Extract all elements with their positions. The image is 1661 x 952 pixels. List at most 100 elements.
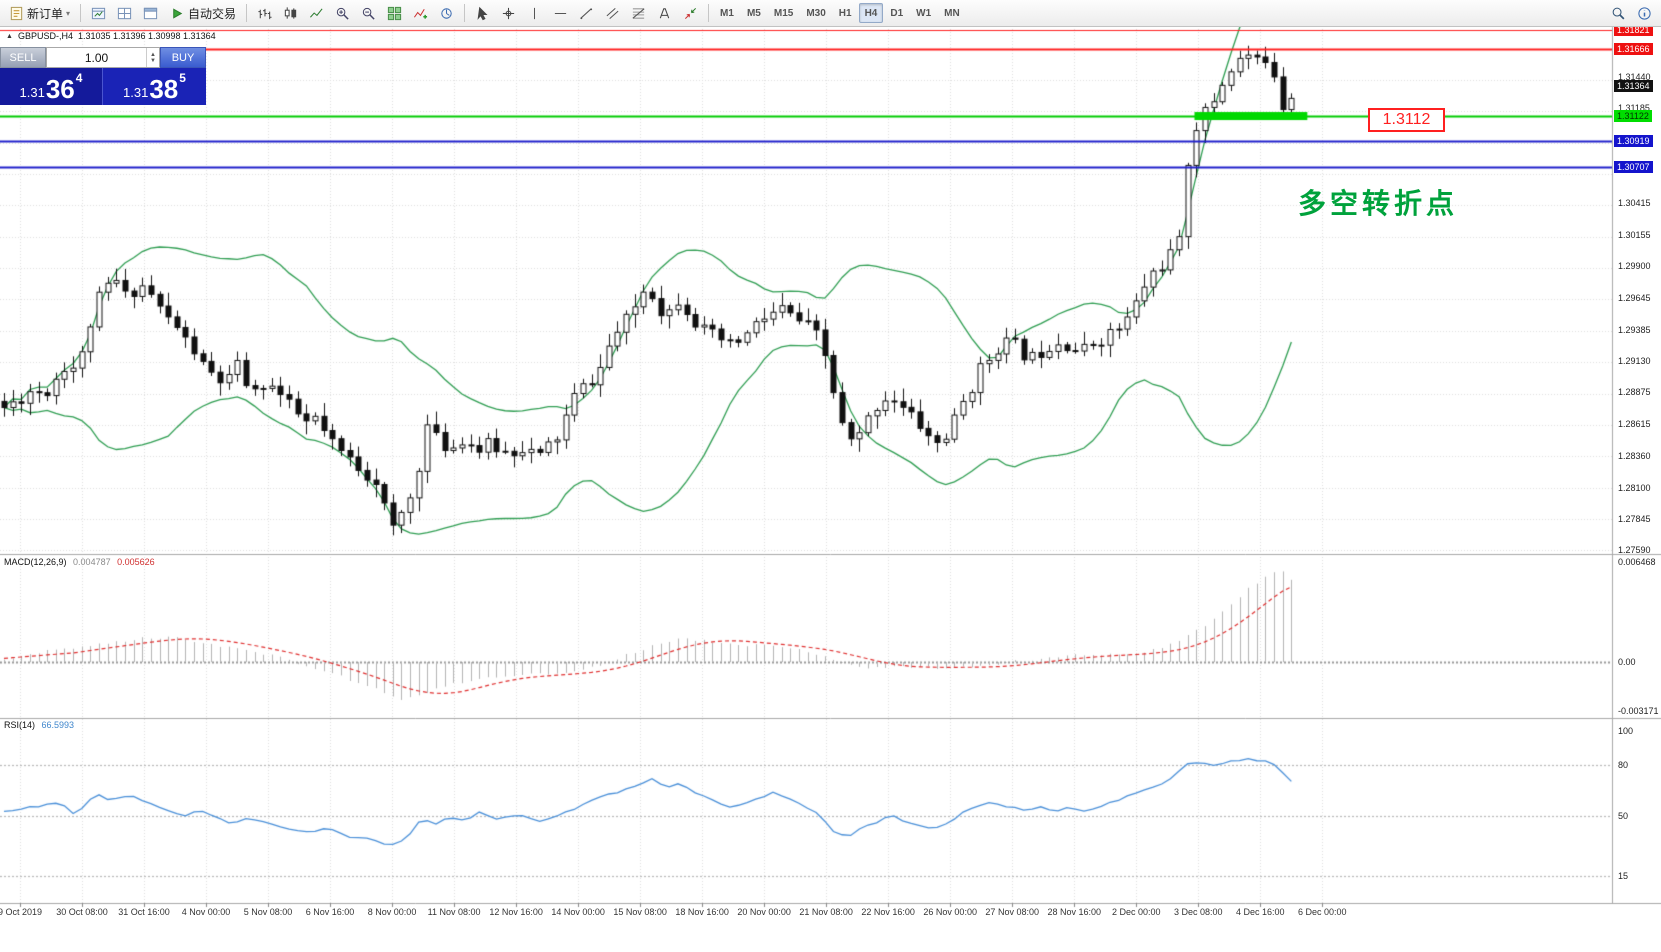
toolbar-separator bbox=[246, 4, 248, 22]
macd-axis-label: -0.003171 bbox=[1618, 706, 1659, 717]
rsi-label: RSI(14) 66.5993 bbox=[4, 720, 74, 730]
lot-size-value[interactable]: 1.00 bbox=[84, 50, 109, 65]
price-tick-label: 1.31185 bbox=[1618, 103, 1650, 114]
timeframe-d1[interactable]: D1 bbox=[890, 7, 904, 19]
price-tick-label: 1.28875 bbox=[1618, 387, 1651, 398]
price-tick-label: 1.28100 bbox=[1618, 482, 1651, 493]
new-chart-icon[interactable] bbox=[86, 2, 111, 24]
macd-axis-label: 0.00 bbox=[1618, 657, 1636, 668]
time-axis-label: 18 Nov 16:00 bbox=[675, 907, 729, 917]
time-axis-label: 4 Dec 16:00 bbox=[1235, 907, 1285, 917]
price-line-label: 1.31122 bbox=[1614, 110, 1652, 123]
timeframe-m5[interactable]: M5 bbox=[746, 7, 761, 19]
timeframe-h4[interactable]: H4 bbox=[858, 3, 884, 23]
lot-size-field[interactable]: 1.00 ▲ ▼ bbox=[46, 47, 160, 68]
arrows-icon[interactable] bbox=[678, 2, 703, 24]
new-order-label: 新订单 bbox=[27, 6, 64, 21]
time-axis[interactable]: 9 Oct 2019 30 Oct 08:00 31 Oct 16:00 4 Nov … bbox=[0, 903, 1661, 921]
time-axis-label: 3 Dec 08:00 bbox=[1173, 907, 1223, 917]
line-chart-icon[interactable] bbox=[304, 2, 329, 24]
sell-price-pips: 36 bbox=[45, 74, 75, 104]
toolbar-separator bbox=[464, 4, 466, 22]
timeframe-m30[interactable]: M30 bbox=[806, 7, 826, 19]
one-click-trading-panel: SELL 1.00 ▲ ▼ BUY 1.31 36 4 1.31 38 5 bbox=[0, 47, 206, 105]
rsi-axis-label: 100 bbox=[1618, 726, 1634, 736]
lot-increase-icon[interactable]: ▲ bbox=[150, 51, 156, 58]
rsi-axis-label: 15 bbox=[1618, 870, 1629, 881]
bar-chart-icon[interactable] bbox=[252, 2, 277, 24]
profiles-icon[interactable] bbox=[112, 2, 137, 24]
price-axis[interactable]: 1.31440 1.31185 1.30415 1.30155 1.29900 1.296… bbox=[1613, 24, 1661, 920]
zoom-out-icon[interactable] bbox=[356, 2, 381, 24]
price-callout-box[interactable]: 1.3112 bbox=[1368, 108, 1445, 132]
autotrade-label: 自动交易 bbox=[188, 6, 237, 21]
sell-price-display[interactable]: 1.31 36 4 bbox=[0, 68, 103, 105]
toolbar-separator bbox=[80, 4, 82, 22]
zoom-in-icon[interactable] bbox=[330, 2, 355, 24]
buy-price-pipette: 5 bbox=[179, 71, 186, 85]
candlestick-chart-icon[interactable] bbox=[278, 2, 303, 24]
fibonacci-icon[interactable] bbox=[626, 2, 651, 24]
macd-main-value: 0.004787 bbox=[73, 557, 111, 567]
about-icon[interactable] bbox=[1632, 2, 1657, 24]
price-line-label: 1.31364 bbox=[1614, 80, 1653, 93]
time-axis-label: 11 Nov 08:00 bbox=[427, 907, 481, 917]
macd-name: MACD(12,26,9) bbox=[4, 557, 67, 567]
time-axis-label: 9 Oct 2019 bbox=[0, 907, 42, 917]
text-icon[interactable] bbox=[652, 2, 677, 24]
autotrade-icon bbox=[170, 6, 185, 21]
new-order-button[interactable]: 新订单 ▾ bbox=[4, 2, 75, 24]
timeframe-w1[interactable]: W1 bbox=[916, 7, 932, 19]
price-line-label: 1.30919 bbox=[1614, 135, 1653, 147]
buy-button[interactable]: BUY bbox=[160, 47, 206, 68]
time-axis-label: 4 Nov 00:00 bbox=[181, 907, 231, 917]
rsi-axis-label: 80 bbox=[1618, 760, 1629, 770]
rsi-axis-label: 50 bbox=[1618, 811, 1629, 821]
time-axis-label: 31 Oct 16:00 bbox=[118, 907, 170, 917]
timeframe-m1[interactable]: M1 bbox=[720, 7, 734, 19]
symbol-ohlc: 1.31035 1.31396 1.30998 1.31364 bbox=[77, 31, 216, 41]
toolbar: 新订单 ▾ 自动交易 M1 M5 M15 M30 H1 H4 D1 W1 MN bbox=[0, 0, 1661, 27]
chart-annotation-text[interactable]: 多空转折点 bbox=[1298, 187, 1459, 220]
rsi-value: 66.5993 bbox=[41, 720, 75, 730]
time-axis-label: 5 Nov 08:00 bbox=[243, 907, 293, 917]
equidistant-channel-icon[interactable] bbox=[600, 2, 625, 24]
rsi-name: RSI(14) bbox=[4, 720, 36, 730]
price-line-label: 1.31666 bbox=[1614, 43, 1653, 56]
lot-decrease-icon[interactable]: ▼ bbox=[150, 57, 156, 64]
tile-windows-icon[interactable] bbox=[382, 2, 407, 24]
sell-button[interactable]: SELL bbox=[0, 47, 46, 68]
price-tick-label: 1.29645 bbox=[1618, 292, 1651, 303]
crosshair-icon[interactable] bbox=[496, 2, 521, 24]
time-axis-label: 27 Nov 08:00 bbox=[985, 907, 1039, 917]
symbol-name: GBPUSD-,H4 bbox=[17, 31, 73, 41]
time-axis-label: 28 Nov 16:00 bbox=[1047, 907, 1101, 917]
timeframe-m15[interactable]: M15 bbox=[773, 7, 794, 19]
indicators-icon[interactable] bbox=[408, 2, 433, 24]
macd-signal-value: 0.005626 bbox=[117, 557, 155, 567]
lot-stepper[interactable]: ▲ ▼ bbox=[146, 48, 159, 67]
time-axis-label: 2 Dec 00:00 bbox=[1111, 907, 1161, 917]
buy-price-display[interactable]: 1.31 38 5 bbox=[103, 68, 206, 105]
price-tick-label: 1.27845 bbox=[1618, 513, 1651, 524]
timeframe-mn[interactable]: MN bbox=[944, 7, 960, 19]
autotrade-button[interactable]: 自动交易 bbox=[165, 2, 241, 24]
periods-icon[interactable] bbox=[434, 2, 459, 24]
cursor-icon[interactable] bbox=[470, 2, 495, 24]
vertical-line-icon[interactable] bbox=[522, 2, 547, 24]
trendline-icon[interactable] bbox=[574, 2, 599, 24]
data-window-icon[interactable] bbox=[138, 2, 163, 24]
buy-price-pips: 38 bbox=[149, 74, 179, 104]
time-axis-label: 20 Nov 00:00 bbox=[737, 907, 791, 917]
horizontal-line-icon[interactable] bbox=[548, 2, 573, 24]
symbol-icon: ▲ bbox=[6, 32, 13, 40]
price-line-label: 1.31821 bbox=[1614, 24, 1653, 37]
time-axis-label: 26 Nov 00:00 bbox=[923, 907, 977, 917]
search-icon[interactable] bbox=[1606, 2, 1631, 24]
timeframe-h1[interactable]: H1 bbox=[838, 7, 852, 19]
price-tick-label: 1.29900 bbox=[1618, 261, 1651, 272]
sell-price-pipette: 4 bbox=[75, 71, 83, 85]
price-tick-label: 1.28360 bbox=[1618, 450, 1651, 461]
